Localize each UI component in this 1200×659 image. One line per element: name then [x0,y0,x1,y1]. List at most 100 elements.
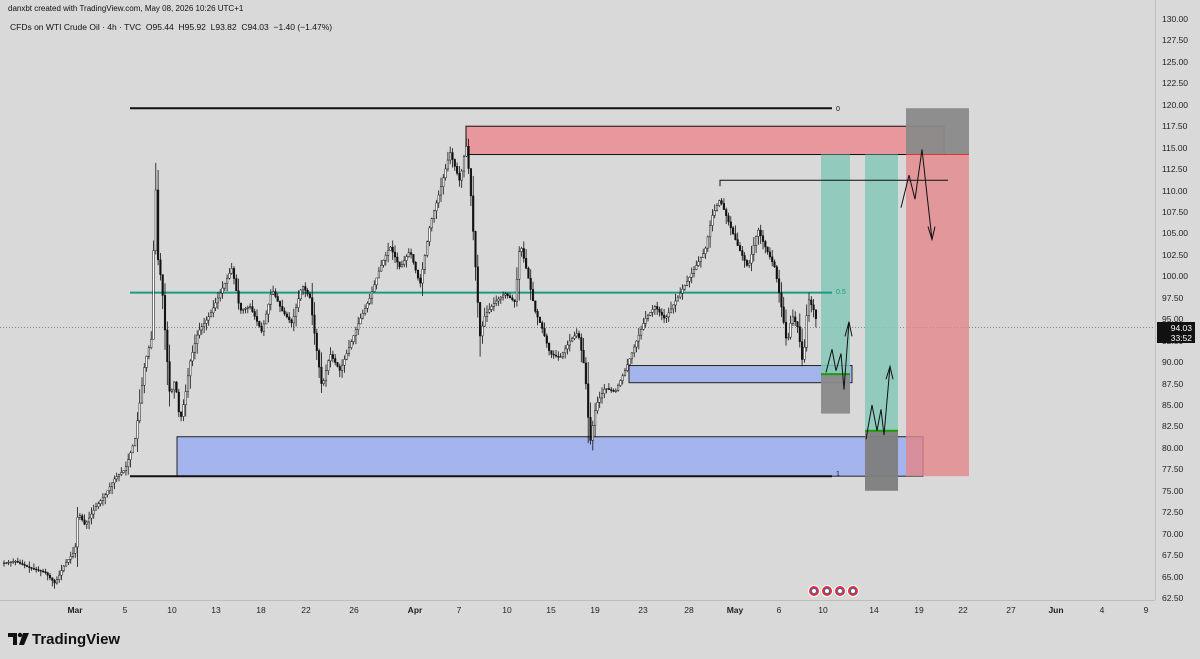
candle-body [614,390,617,392]
candle-body [230,268,233,274]
candle-body [499,296,502,300]
price-axis-tick-label: 127.50 [1162,35,1188,46]
candle-body [83,519,86,525]
chart-plot-area[interactable] [0,16,1155,600]
candle-body [182,404,185,417]
candle-body [193,343,196,353]
zone-supply [465,125,945,156]
candle-body [324,370,328,381]
candle-body [439,186,443,196]
candle-body [683,285,686,290]
candle-body [451,152,454,160]
price-axis-tick-label: 67.50 [1162,550,1184,561]
tradingview-logo-icon[interactable] [8,631,30,649]
candle-body [44,571,47,573]
chart-svg[interactable] [0,16,1155,600]
candle-body [400,264,403,268]
candle-body [196,334,199,344]
candle-body [320,366,323,384]
candle-body [140,385,144,404]
candle-body [308,293,311,298]
price-axis[interactable] [1155,0,1200,600]
candle-body [527,267,530,279]
us-flag-event-icon[interactable] [834,585,846,597]
current-price-value: 94.03 [1170,323,1192,333]
candle-body [568,340,571,346]
candle-body [465,146,468,157]
candle-body [810,299,813,306]
candle-body [246,307,249,309]
candle-body [695,265,698,270]
candle-body [690,273,693,278]
candle-body [235,278,238,292]
candle-body [444,168,447,179]
candle-body [51,577,54,581]
candle-body [711,215,714,226]
projection-path-3 [900,149,933,240]
candle-body [42,570,45,573]
candle-body [529,278,532,290]
candle-body [391,246,394,253]
candle-body [115,476,118,480]
candle-body [479,302,482,337]
price-axis-tick-label: 77.50 [1162,464,1184,475]
price-axis-tick-label: 75.00 [1162,485,1184,496]
tradingview-logo-text[interactable]: TradingView [32,631,121,648]
time-axis[interactable] [0,600,1155,621]
candle-body [117,474,121,477]
candle-body [39,570,42,572]
candle-body [216,297,219,304]
zone-position-short-stop [906,108,969,155]
time-axis-tick-label: 18 [256,605,266,615]
candle-body [368,298,371,304]
candle-body [812,304,815,311]
candle-body [352,335,355,342]
us-flag-event-icon[interactable] [821,585,833,597]
candle-body [764,241,767,248]
fib-label-0-5: 0.5 [836,289,846,296]
candle-body [462,155,466,172]
candle-body [92,509,95,515]
candle-body [382,260,385,266]
candle-body [407,252,410,257]
candle-body [665,316,668,319]
candle-body [136,420,139,439]
candle-body [239,302,242,311]
price-axis-tick-label: 120.00 [1162,99,1188,110]
candle-body [53,580,56,584]
us-flag-event-icon[interactable] [847,585,859,597]
candle-body [108,486,111,492]
time-axis-tick-label: 9 [1143,605,1149,615]
candle-body [16,561,19,563]
top-bar: danxbt created with TradingView.com, May… [0,0,1200,16]
candle-body [278,301,282,307]
candle-body [472,195,475,232]
candle-body [14,561,17,563]
time-axis-tick-label: 4 [1099,605,1105,615]
candle-body [502,294,505,298]
candle-body [619,380,622,386]
price-axis-tick-label: 72.50 [1162,507,1184,518]
fib-label-0: 0 [836,106,840,113]
price-axis-tick-label: 115.00 [1162,142,1188,153]
price-axis-tick-label: 112.50 [1162,164,1188,175]
candle-body [676,296,679,302]
candle-body [637,334,640,342]
legend-symbol[interactable]: CFDs on WTI Crude Oil · 4h · TVC [10,22,142,32]
candle-body [421,269,424,284]
candle-body [37,569,40,571]
candle-body [580,337,583,351]
candle-body [720,200,723,204]
chart-legend: CFDs on WTI Crude Oil · 4h · TVC O95.44 … [10,22,332,32]
time-axis-tick-label: Jun [1048,605,1064,615]
candle-body [276,296,279,302]
candle-body [554,354,558,357]
candle-body [297,298,300,308]
candle-body [301,286,305,291]
candle-body [688,277,691,282]
candle-body [23,564,26,566]
price-axis-tick-label: 85.00 [1162,400,1184,410]
candle-body [656,306,659,310]
time-axis-tick-label: 10 [167,605,177,615]
us-flag-event-icon[interactable] [808,585,820,597]
